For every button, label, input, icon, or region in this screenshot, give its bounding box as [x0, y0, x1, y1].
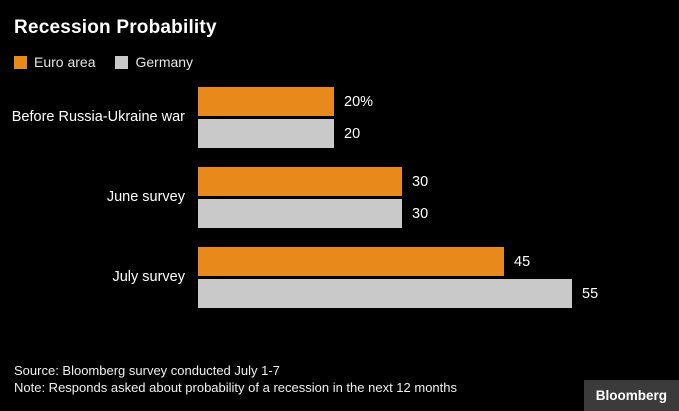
bar-euro-area: [198, 167, 402, 196]
bar-row: 55: [198, 279, 679, 308]
bar-row: 20%: [198, 87, 679, 116]
note-text: Note: Responds asked about probability o…: [14, 380, 457, 396]
footer: Source: Bloomberg survey conducted July …: [14, 362, 457, 397]
bar-group: June survey 30 30: [0, 167, 679, 228]
bar-group: Before Russia-Ukraine war 20% 20: [0, 87, 679, 148]
legend-item: Euro area: [14, 54, 95, 70]
value-label: 30: [412, 205, 429, 222]
legend-swatch: [115, 55, 129, 69]
bar-row: 45: [198, 247, 679, 276]
category-label: Before Russia-Ukraine war: [11, 108, 185, 125]
legend-item: Germany: [115, 54, 193, 70]
value-label: 45: [514, 253, 531, 270]
legend: Euro area Germany: [14, 54, 679, 70]
legend-label: Germany: [135, 54, 194, 70]
bar-germany: [198, 199, 402, 228]
bar-germany: [198, 279, 572, 308]
bar-pair: 20% 20: [198, 87, 679, 148]
source-text: Source: Bloomberg survey conducted July …: [14, 362, 280, 378]
bar-pair: 45 55: [198, 247, 679, 308]
value-label: 55: [582, 285, 599, 302]
category-label: June survey: [106, 188, 185, 205]
bar-row: 30: [198, 199, 679, 228]
legend-swatch: [14, 55, 27, 69]
chart-title: Recession Probability: [14, 17, 217, 38]
value-label: 20%: [344, 93, 374, 110]
legend-label: Euro area: [34, 54, 96, 70]
bar-chart: Before Russia-Ukraine war 20% 20 June surve…: [0, 87, 679, 308]
bar-row: 30: [198, 167, 679, 196]
bloomberg-logo: Bloomberg: [583, 380, 679, 411]
value-label: 30: [412, 173, 429, 190]
bar-euro-area: [198, 87, 334, 116]
category-label: July survey: [112, 268, 185, 285]
bar-euro-area: [198, 247, 504, 276]
bar-row: 20: [198, 119, 679, 148]
bar-pair: 30 30: [198, 167, 679, 228]
bar-group: July survey 45 55: [0, 247, 679, 308]
value-label: 20: [344, 125, 361, 142]
bar-germany: [198, 119, 334, 148]
